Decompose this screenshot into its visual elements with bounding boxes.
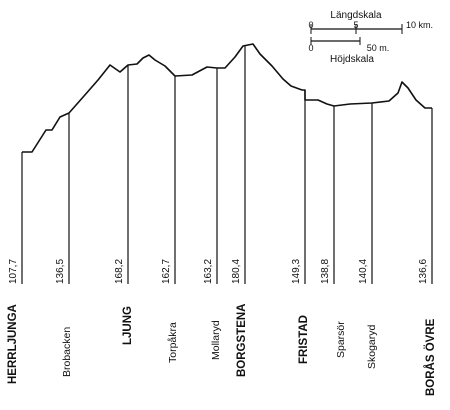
height-scale-label-50: 50 m. — [367, 43, 390, 53]
station-borgstena: 180,4 BORGSTENA — [231, 45, 248, 377]
station-elevation: 140,4 — [358, 259, 369, 284]
station-elevation: 149,3 — [291, 259, 302, 284]
station-name: BORGSTENA — [236, 304, 248, 377]
station-name: Sparsör — [335, 321, 347, 358]
height-scale-title: Höjdskala — [330, 54, 374, 65]
station-name: FRISTAD — [298, 315, 310, 364]
scale-legend: Längdskala 0 5 10 km. 0 50 m. Höjdskala — [308, 10, 433, 65]
height-scale-label-0: 0 — [308, 43, 313, 53]
station-elevation: 168,2 — [114, 259, 125, 284]
station-name: Skogaryd — [366, 324, 378, 369]
station-elevation: 138,8 — [320, 259, 331, 284]
length-scale-label-5: 5 — [353, 20, 358, 30]
station-markers: 107,7 HERRLJUNGA 136,5 Brobacken 168,2 L… — [7, 45, 437, 396]
station-elevation: 180,4 — [231, 259, 242, 284]
station-name: BORÅS ÖVRE — [424, 318, 437, 396]
station-name: HERRLJUNGA — [7, 304, 19, 384]
station-fristad: 149,3 FRISTAD — [291, 90, 310, 364]
station-torpakra: 162,7 Torpåkra — [161, 76, 179, 363]
station-boras-ovre: 136,6 BORÅS ÖVRE — [418, 108, 437, 396]
station-elevation: 162,7 — [161, 259, 172, 284]
station-brobacken: 136,5 Brobacken — [55, 113, 73, 377]
station-skogaryd: 140,4 Skogaryd — [358, 103, 378, 369]
station-mollaryd: 163,2 Mollaryd — [203, 68, 222, 360]
station-name: LJUNG — [122, 306, 134, 345]
station-name: Brobacken — [61, 327, 73, 377]
station-name: Mollaryd — [210, 320, 222, 360]
length-scale-label-10: 10 km. — [406, 20, 433, 30]
station-elevation: 163,2 — [203, 259, 214, 284]
station-elevation: 136,5 — [55, 259, 66, 284]
station-name: Torpåkra — [167, 322, 179, 363]
length-scale-title: Längdskala — [330, 10, 382, 21]
station-herrljunga: 107,7 HERRLJUNGA — [7, 152, 23, 384]
station-elevation: 107,7 — [8, 259, 19, 284]
station-ljung: 168,2 LJUNG — [114, 65, 134, 345]
station-sparsor: 138,8 Sparsör — [320, 106, 347, 358]
length-scale-label-0: 0 — [308, 20, 313, 30]
station-elevation: 136,6 — [418, 259, 429, 284]
